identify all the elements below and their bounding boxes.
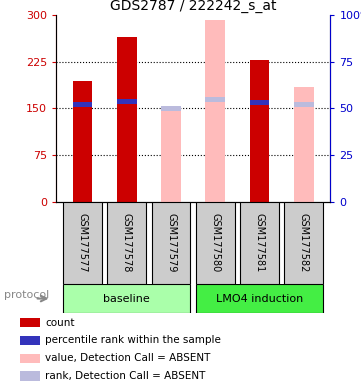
Text: percentile rank within the sample: percentile rank within the sample bbox=[45, 336, 221, 346]
Bar bbox=[196, 284, 323, 313]
Text: GSM177579: GSM177579 bbox=[166, 213, 176, 273]
Bar bbox=[161, 106, 181, 111]
Text: GSM177582: GSM177582 bbox=[299, 213, 309, 273]
Bar bbox=[205, 97, 225, 102]
Bar bbox=[20, 354, 40, 363]
Bar bbox=[73, 102, 92, 107]
Bar bbox=[117, 37, 137, 202]
Text: baseline: baseline bbox=[103, 293, 150, 304]
Text: rank, Detection Call = ABSENT: rank, Detection Call = ABSENT bbox=[45, 371, 205, 381]
Bar bbox=[240, 202, 279, 284]
Text: count: count bbox=[45, 318, 75, 328]
Bar bbox=[63, 284, 191, 313]
Bar bbox=[63, 202, 102, 284]
Bar bbox=[20, 336, 40, 345]
Text: value, Detection Call = ABSENT: value, Detection Call = ABSENT bbox=[45, 353, 210, 363]
Bar bbox=[196, 202, 235, 284]
Bar bbox=[284, 202, 323, 284]
Bar bbox=[294, 102, 314, 107]
Bar bbox=[294, 87, 314, 202]
Text: GSM177580: GSM177580 bbox=[210, 213, 220, 273]
Text: GSM177577: GSM177577 bbox=[78, 213, 87, 273]
Bar bbox=[107, 202, 146, 284]
Bar bbox=[20, 371, 40, 381]
Bar bbox=[161, 109, 181, 202]
Text: protocol: protocol bbox=[4, 290, 49, 300]
Bar bbox=[152, 202, 191, 284]
Bar bbox=[73, 81, 92, 202]
Text: LMO4 induction: LMO4 induction bbox=[216, 293, 303, 304]
Bar bbox=[20, 318, 40, 327]
Bar bbox=[205, 20, 225, 202]
Title: GDS2787 / 222242_s_at: GDS2787 / 222242_s_at bbox=[110, 0, 277, 13]
Bar bbox=[117, 99, 137, 104]
Bar bbox=[249, 100, 269, 105]
Text: GSM177581: GSM177581 bbox=[255, 213, 265, 273]
Bar bbox=[249, 60, 269, 202]
Text: GSM177578: GSM177578 bbox=[122, 213, 132, 273]
